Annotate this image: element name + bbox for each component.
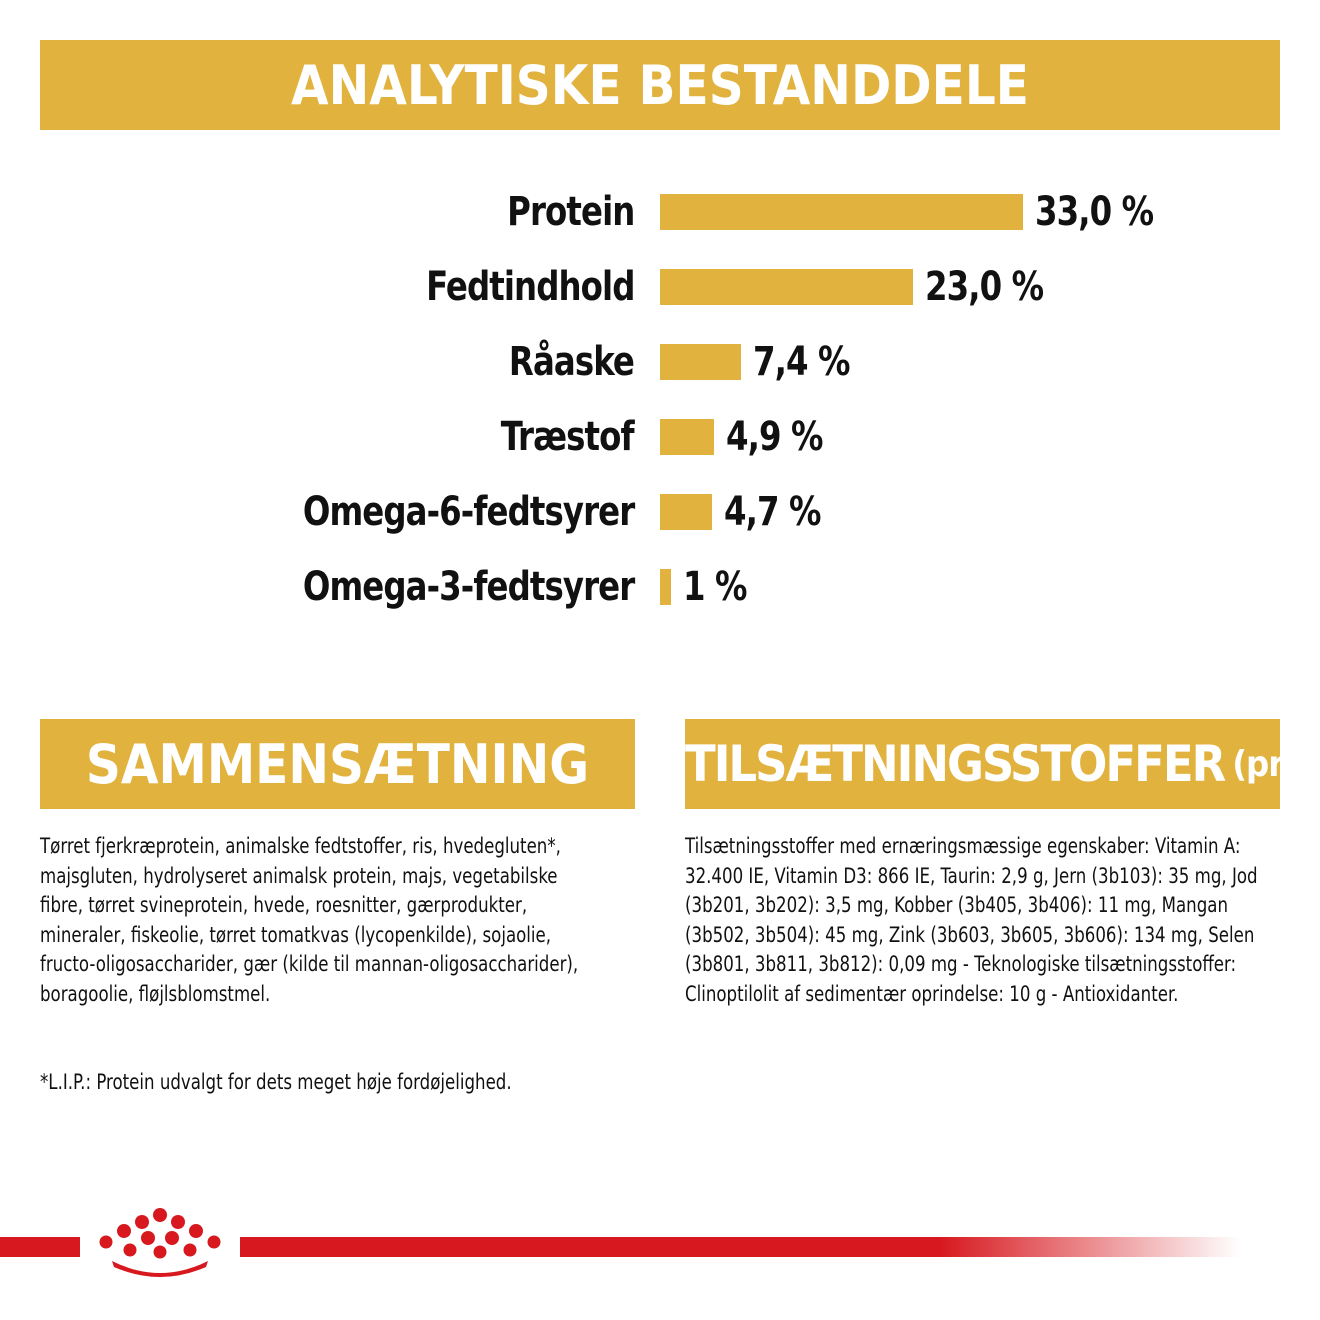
bar-label: Omega-3-fedtsyrer bbox=[302, 564, 635, 610]
crown-icon bbox=[99, 1208, 221, 1277]
bar bbox=[660, 494, 712, 530]
chart-row: Træstof 4,9 % bbox=[0, 417, 1320, 457]
composition-text: Tørret fjerkræprotein, animalske fedtsto… bbox=[40, 834, 579, 1006]
bar bbox=[660, 419, 714, 455]
bar-value-label: 7,4 % bbox=[753, 339, 850, 385]
bar-value-label: 4,9 % bbox=[725, 414, 823, 460]
footer-red-line-left bbox=[0, 1237, 80, 1257]
additives-title-unit: (pr. kg) bbox=[1232, 743, 1320, 785]
bar bbox=[660, 269, 913, 305]
bar-label: Træstof bbox=[501, 414, 635, 460]
bar-label: Protein bbox=[506, 189, 635, 235]
bar-value-label: 33,0 % bbox=[1035, 189, 1154, 235]
bar-label: Omega-6-fedtsyrer bbox=[302, 489, 635, 535]
footer-red-line-right bbox=[240, 1237, 1240, 1257]
composition-footnote: *L.I.P.: Protein udvalgt for dets meget … bbox=[40, 1070, 512, 1094]
bar-value-label: 1 % bbox=[683, 564, 747, 610]
additives-text: Tilsætningsstoffer med ernæringsmæssige … bbox=[685, 834, 1258, 1006]
chart-row: Råaske 7,4 % bbox=[0, 342, 1320, 382]
chart-row: Omega-6-fedtsyrer 4,7 % bbox=[0, 492, 1320, 532]
section-title-analytical: ANALYTISKE BESTANDDELE bbox=[40, 40, 1280, 130]
bar-value-label: 23,0 % bbox=[925, 264, 1044, 310]
bar bbox=[660, 569, 671, 605]
bar-label: Råaske bbox=[508, 339, 635, 385]
bar bbox=[660, 344, 742, 380]
chart-row: Protein 33,0 % bbox=[0, 192, 1320, 232]
section-title-composition: SAMMENSÆTNING bbox=[40, 719, 635, 809]
bar bbox=[660, 194, 1023, 230]
chart-row: Omega-3-fedtsyrer 1 % bbox=[0, 567, 1320, 607]
chart-row: Fedtindhold 23,0 % bbox=[0, 267, 1320, 307]
bar-value-label: 4,7 % bbox=[723, 489, 821, 535]
additives-title: TILSÆTNINGSSTOFFER bbox=[685, 735, 1226, 793]
section-title-additives: TILSÆTNINGSSTOFFER(pr. kg) bbox=[685, 719, 1320, 809]
bar-label: Fedtindhold bbox=[425, 264, 635, 310]
